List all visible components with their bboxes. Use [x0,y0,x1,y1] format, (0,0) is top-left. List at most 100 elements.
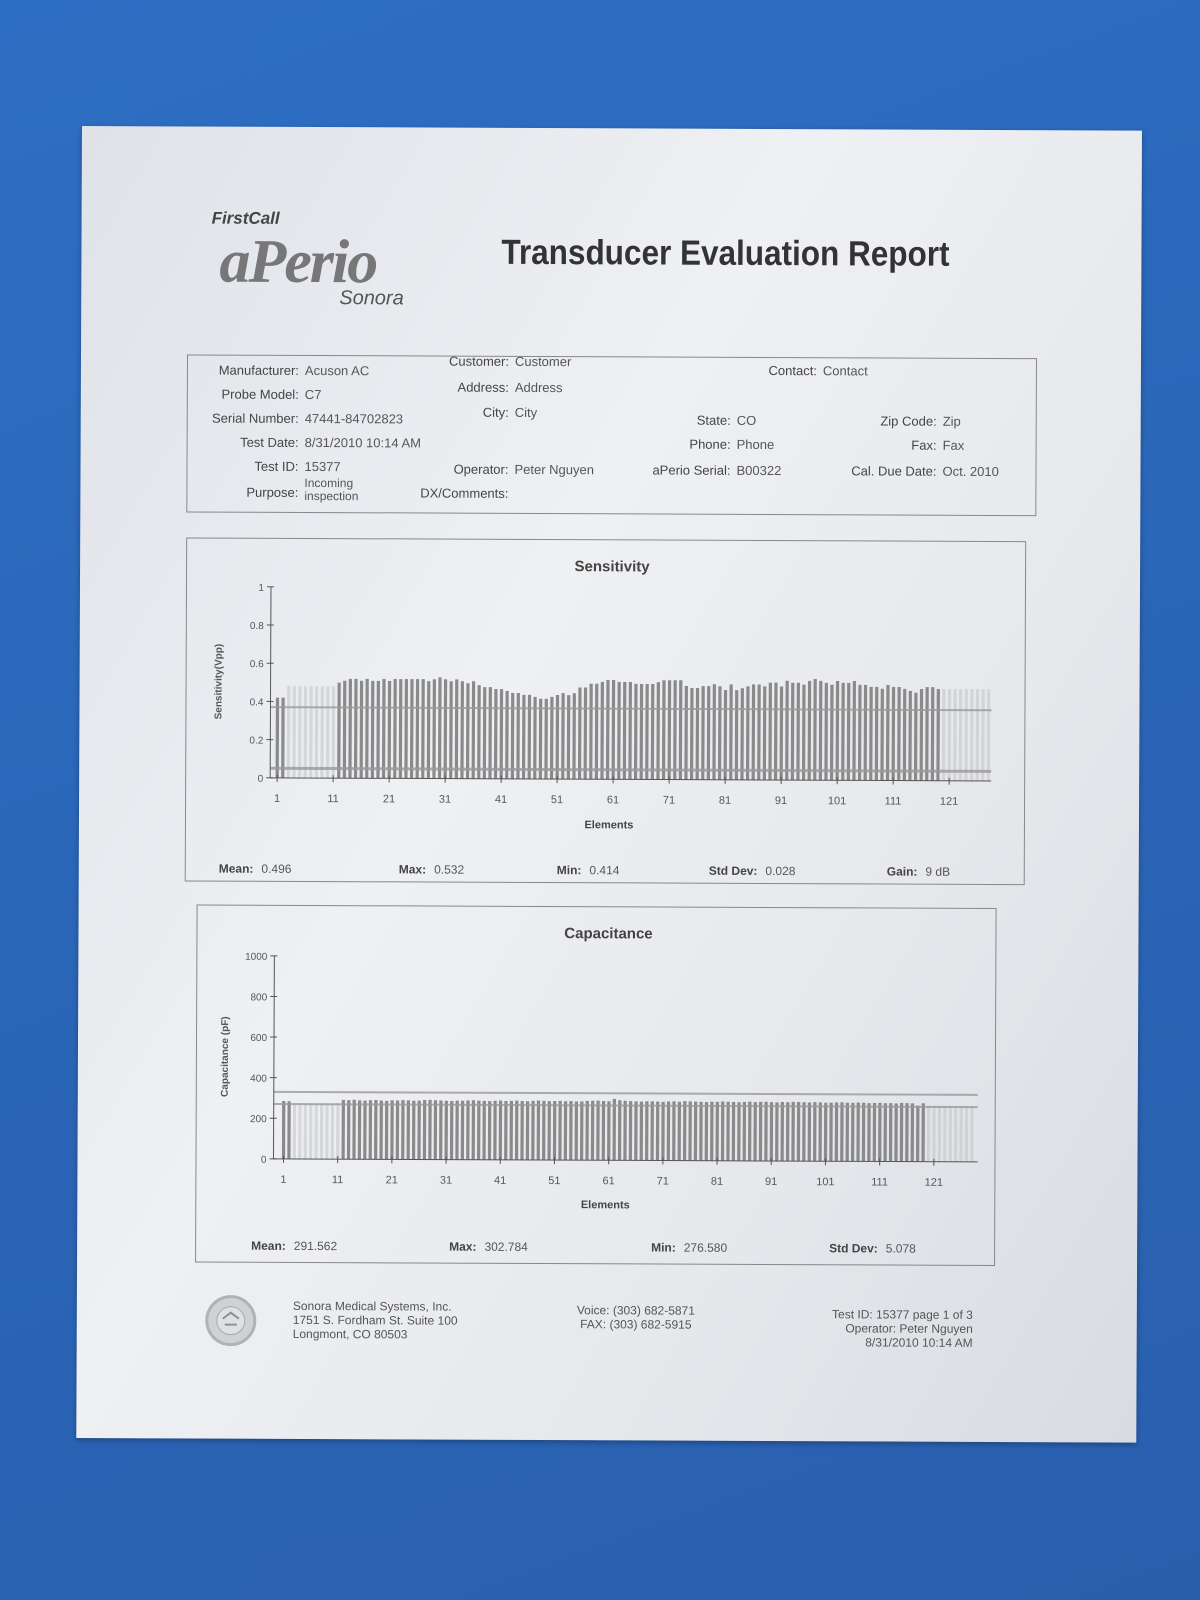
bar [699,1101,703,1161]
stat-mean: Mean: 291.562 [251,1239,337,1253]
bar [704,1102,709,1161]
stat-label: Min: [651,1240,676,1255]
bar [387,680,392,779]
bar [823,1102,828,1162]
bar [612,1098,616,1161]
limit-line [270,706,992,712]
bar [628,681,632,780]
bar [932,1105,936,1162]
bar [454,679,459,779]
x-tick-label: 91 [775,795,787,807]
stat-min: Min: 276.580 [651,1240,727,1254]
bar [650,1101,654,1161]
bar [411,1100,416,1160]
fax-number: FAX: (303) 682-5915 [580,1317,692,1332]
x-tick-label: 101 [828,795,846,807]
x-tick-label: 101 [816,1176,834,1188]
bar [363,1100,367,1160]
y-tick-label: 600 [250,1033,267,1044]
bar [493,689,498,779]
y-tick-label: 400 [250,1074,267,1085]
limit-line [270,766,992,773]
bar [835,680,840,781]
bar [607,1101,611,1161]
y-tick-label: 1000 [245,952,268,963]
x-tick-label: 111 [871,1176,888,1188]
bar [498,1100,503,1160]
bar [655,1101,660,1161]
x-tick-label: 51 [548,1175,560,1187]
bar [314,686,319,779]
bar [850,1102,855,1162]
bar [549,696,554,780]
x-tick-label: 31 [439,794,451,806]
bar [834,1102,839,1162]
bar [916,1105,920,1162]
bar [455,1100,459,1160]
bar [393,679,397,779]
bar [444,1100,448,1160]
y-tick-label: 0.6 [250,659,264,670]
bar [374,1100,378,1160]
y-tick-label: 800 [250,992,267,1003]
x-tick-label: 1 [280,1174,286,1186]
bar [628,1101,633,1161]
bar [970,1106,974,1162]
bar [678,680,683,780]
bar [768,682,772,781]
bar [841,682,845,781]
bar [449,681,453,779]
bar [292,686,296,778]
bar [308,1103,313,1160]
capacitance-chart: Capacitance Elements Capacitance (pF) 0 200 4… [220,925,978,1211]
y-tick-label: 0 [258,774,264,785]
stat-value: 0.028 [765,863,796,879]
x-tick-label: 71 [657,1176,669,1188]
bar [330,1103,335,1160]
bar [913,692,918,781]
bar [953,689,957,781]
bar [958,689,963,781]
bar [796,1102,801,1162]
x-tick-label: 11 [332,1174,343,1186]
bar [813,678,817,781]
stat-label: Std Dev: [829,1241,878,1256]
bar [531,1100,535,1160]
bar [281,1101,286,1159]
bar [390,1100,394,1160]
bar [572,693,576,780]
bar [320,686,324,779]
bar [533,696,537,779]
chart-title: Sensitivity [575,558,651,575]
bar [471,1100,476,1160]
bar [596,1100,600,1161]
bar [926,1105,931,1162]
bar [505,690,509,779]
stat-label: Mean: [218,861,254,876]
bar [872,1102,877,1162]
bar [908,690,912,781]
bar [401,1100,405,1160]
x-tick-label: 61 [602,1175,614,1187]
bar [509,1100,513,1160]
bar [542,1100,546,1161]
bar [544,698,548,780]
stat-value: 0.532 [434,862,465,877]
bar [785,680,789,781]
stat-value: 0.414 [589,863,620,878]
bar [379,1100,383,1160]
bar [936,689,940,781]
bar [417,1100,421,1160]
bar [682,1101,687,1161]
limit-line [273,1090,978,1096]
bar [368,1100,373,1160]
bar [667,680,672,780]
bar [536,1100,541,1161]
chart-title: Capacitance [564,925,652,942]
bar [953,1105,958,1162]
bar [353,678,358,779]
bar [365,678,369,779]
company-address: Sonora Medical Systems, Inc. 1751 S. Ford… [293,1299,458,1342]
bar [488,687,492,779]
bar [846,682,851,781]
